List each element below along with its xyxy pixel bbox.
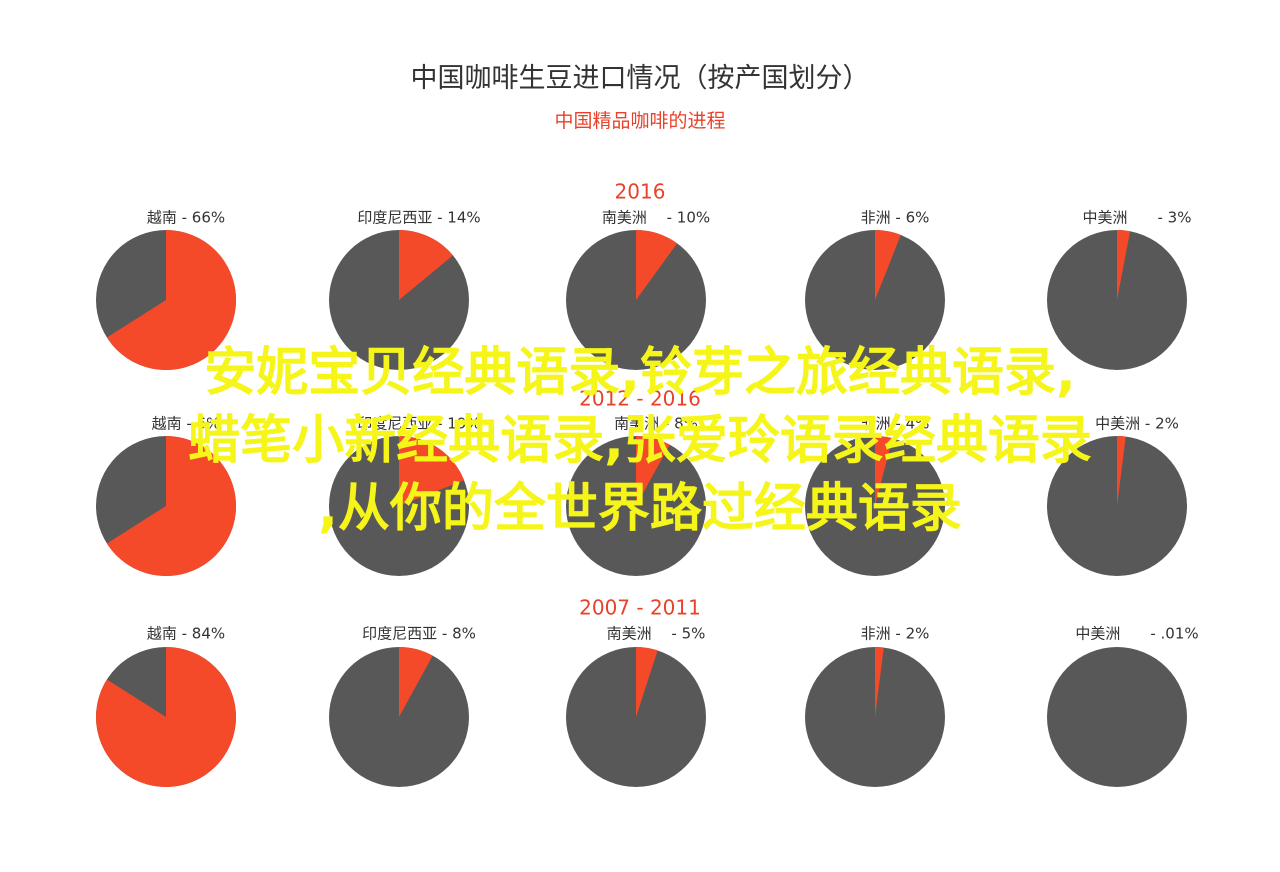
pie-label: 越南 - 6% <box>152 415 221 433</box>
pie-slice <box>106 436 237 576</box>
pie-label: 非洲 - 4% <box>861 415 930 433</box>
chart-title: 中国咖啡生豆进口情况（按产国划分） <box>410 63 870 94</box>
pie-slice <box>399 436 465 506</box>
pie-label: 南美洲 - 10% <box>602 209 710 227</box>
pie-label: 印度尼西亚 - 14% <box>357 209 480 227</box>
pie-label: 非洲 - 2% <box>861 625 930 643</box>
pie-label: 中美洲 - 2% <box>1095 415 1179 433</box>
pie-slice <box>1117 435 1126 506</box>
pie-label: 南美洲 - 8% <box>614 415 698 433</box>
pie-slice <box>96 647 237 788</box>
pie-slice <box>875 647 884 717</box>
pie-slice <box>1117 230 1131 300</box>
pie-label: 印度尼西亚 - 8% <box>362 625 476 643</box>
pie-label: 越南 - 84% <box>147 625 225 643</box>
pie-label: 中美洲 - 3% <box>1083 209 1192 227</box>
pie-slice <box>106 230 237 370</box>
pie-label: 越南 - 66% <box>147 209 225 227</box>
period-label: 2012 - 2016 <box>579 387 701 411</box>
pie-slice <box>875 436 893 506</box>
pie-slice <box>636 436 670 506</box>
pie-slice <box>636 230 678 300</box>
period-label: 2007 - 2011 <box>579 596 701 620</box>
period-label: 2016 <box>615 180 666 204</box>
chart-subtitle: 中国精品咖啡的进程 <box>554 110 726 132</box>
pie-label: 中美洲 - .01% <box>1075 625 1198 643</box>
pie-slice <box>636 647 658 717</box>
pie-slice <box>399 230 453 300</box>
pie-slice <box>875 230 901 300</box>
pie-label: 印度尼西亚 - 19% <box>357 415 480 433</box>
pie-label: 非洲 - 6% <box>861 209 930 227</box>
pie-slice <box>399 647 433 717</box>
pie-label: 南美洲 - 5% <box>607 625 706 643</box>
